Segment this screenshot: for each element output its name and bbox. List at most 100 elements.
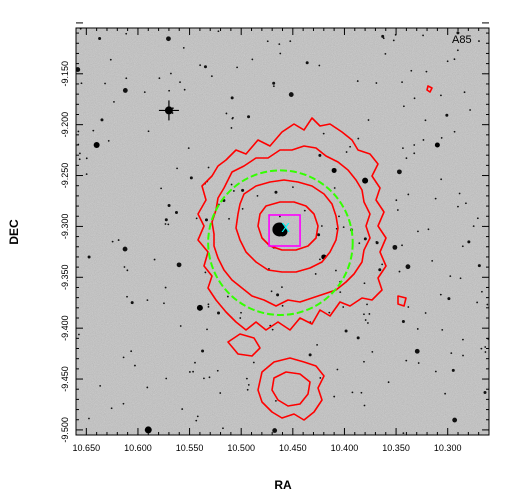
star <box>413 97 416 100</box>
star <box>85 157 88 160</box>
bright-source <box>259 20 265 26</box>
r500-circle <box>207 169 354 316</box>
star <box>472 225 475 228</box>
star <box>76 67 81 72</box>
contour-second <box>211 145 371 307</box>
contour-small-east <box>397 295 407 307</box>
star <box>201 349 205 353</box>
star <box>210 75 213 78</box>
star <box>203 65 207 69</box>
star <box>143 91 146 93</box>
star <box>231 117 234 120</box>
star <box>434 197 437 200</box>
y-tick-label: -9.400 <box>60 315 70 341</box>
star <box>476 217 479 220</box>
star <box>188 371 191 373</box>
star <box>375 241 379 245</box>
star <box>486 303 489 306</box>
star <box>92 129 95 132</box>
star <box>279 215 281 218</box>
star <box>345 151 348 153</box>
star <box>461 245 464 248</box>
star <box>349 145 351 148</box>
star <box>167 223 170 226</box>
star <box>271 328 274 331</box>
bright-source <box>196 304 203 311</box>
star <box>319 377 322 379</box>
star <box>217 30 220 33</box>
star <box>77 130 80 133</box>
star <box>146 299 149 302</box>
star <box>336 368 339 371</box>
x-tick-label: 10.550 <box>176 443 204 453</box>
star <box>480 347 483 350</box>
star <box>303 209 306 212</box>
y-axis-label: DEC <box>7 219 21 245</box>
star <box>402 147 404 150</box>
contour-outer <box>197 117 387 331</box>
star <box>78 158 81 161</box>
star <box>122 88 128 93</box>
star <box>416 328 419 330</box>
star <box>195 419 198 422</box>
star <box>363 282 366 285</box>
star <box>183 88 186 91</box>
star <box>208 376 211 379</box>
star <box>427 228 430 231</box>
star <box>78 152 81 155</box>
star <box>333 187 336 189</box>
axis-ticks <box>75 22 490 435</box>
star <box>371 350 374 353</box>
star <box>125 32 128 35</box>
star <box>274 399 277 402</box>
star <box>462 354 464 357</box>
star <box>363 360 365 363</box>
star <box>417 230 419 233</box>
bcg-box <box>268 214 301 247</box>
star <box>272 85 275 88</box>
star <box>281 304 284 307</box>
star <box>457 205 459 208</box>
star <box>308 353 312 357</box>
x-tick-labels: 10.650 10.600 10.550 10.500 10.450 10.400 10.3… <box>73 443 462 453</box>
x-tick-label: 10.300 <box>434 443 462 453</box>
star <box>204 271 207 274</box>
star <box>252 361 255 364</box>
star <box>328 311 331 314</box>
star <box>113 100 115 103</box>
star <box>444 392 447 395</box>
star <box>164 286 167 289</box>
x-tick-label: 10.500 <box>227 443 255 453</box>
star <box>146 386 149 389</box>
x-ray-peak-marker: X <box>281 220 290 235</box>
star <box>239 317 242 319</box>
star <box>182 46 185 49</box>
star <box>199 64 202 67</box>
star <box>274 190 278 194</box>
star <box>351 391 354 394</box>
star <box>484 351 487 353</box>
x-tick-label: 10.650 <box>73 443 101 453</box>
star <box>100 118 104 122</box>
star <box>165 377 168 380</box>
star <box>126 295 128 298</box>
star <box>256 195 259 197</box>
star <box>110 407 113 410</box>
star <box>305 61 309 65</box>
star <box>316 343 318 346</box>
star <box>450 352 453 355</box>
star <box>126 269 129 272</box>
star <box>167 203 171 207</box>
bright-source <box>362 177 369 184</box>
star <box>134 364 136 367</box>
contour-tiny-ne <box>426 85 433 93</box>
contour-south-outer <box>257 357 325 421</box>
y-tick-label: -9.150 <box>60 61 70 87</box>
star <box>179 81 181 83</box>
star <box>424 312 427 314</box>
star <box>338 215 340 218</box>
star <box>207 303 210 306</box>
star <box>318 64 321 67</box>
star <box>392 39 395 42</box>
star <box>318 153 322 157</box>
